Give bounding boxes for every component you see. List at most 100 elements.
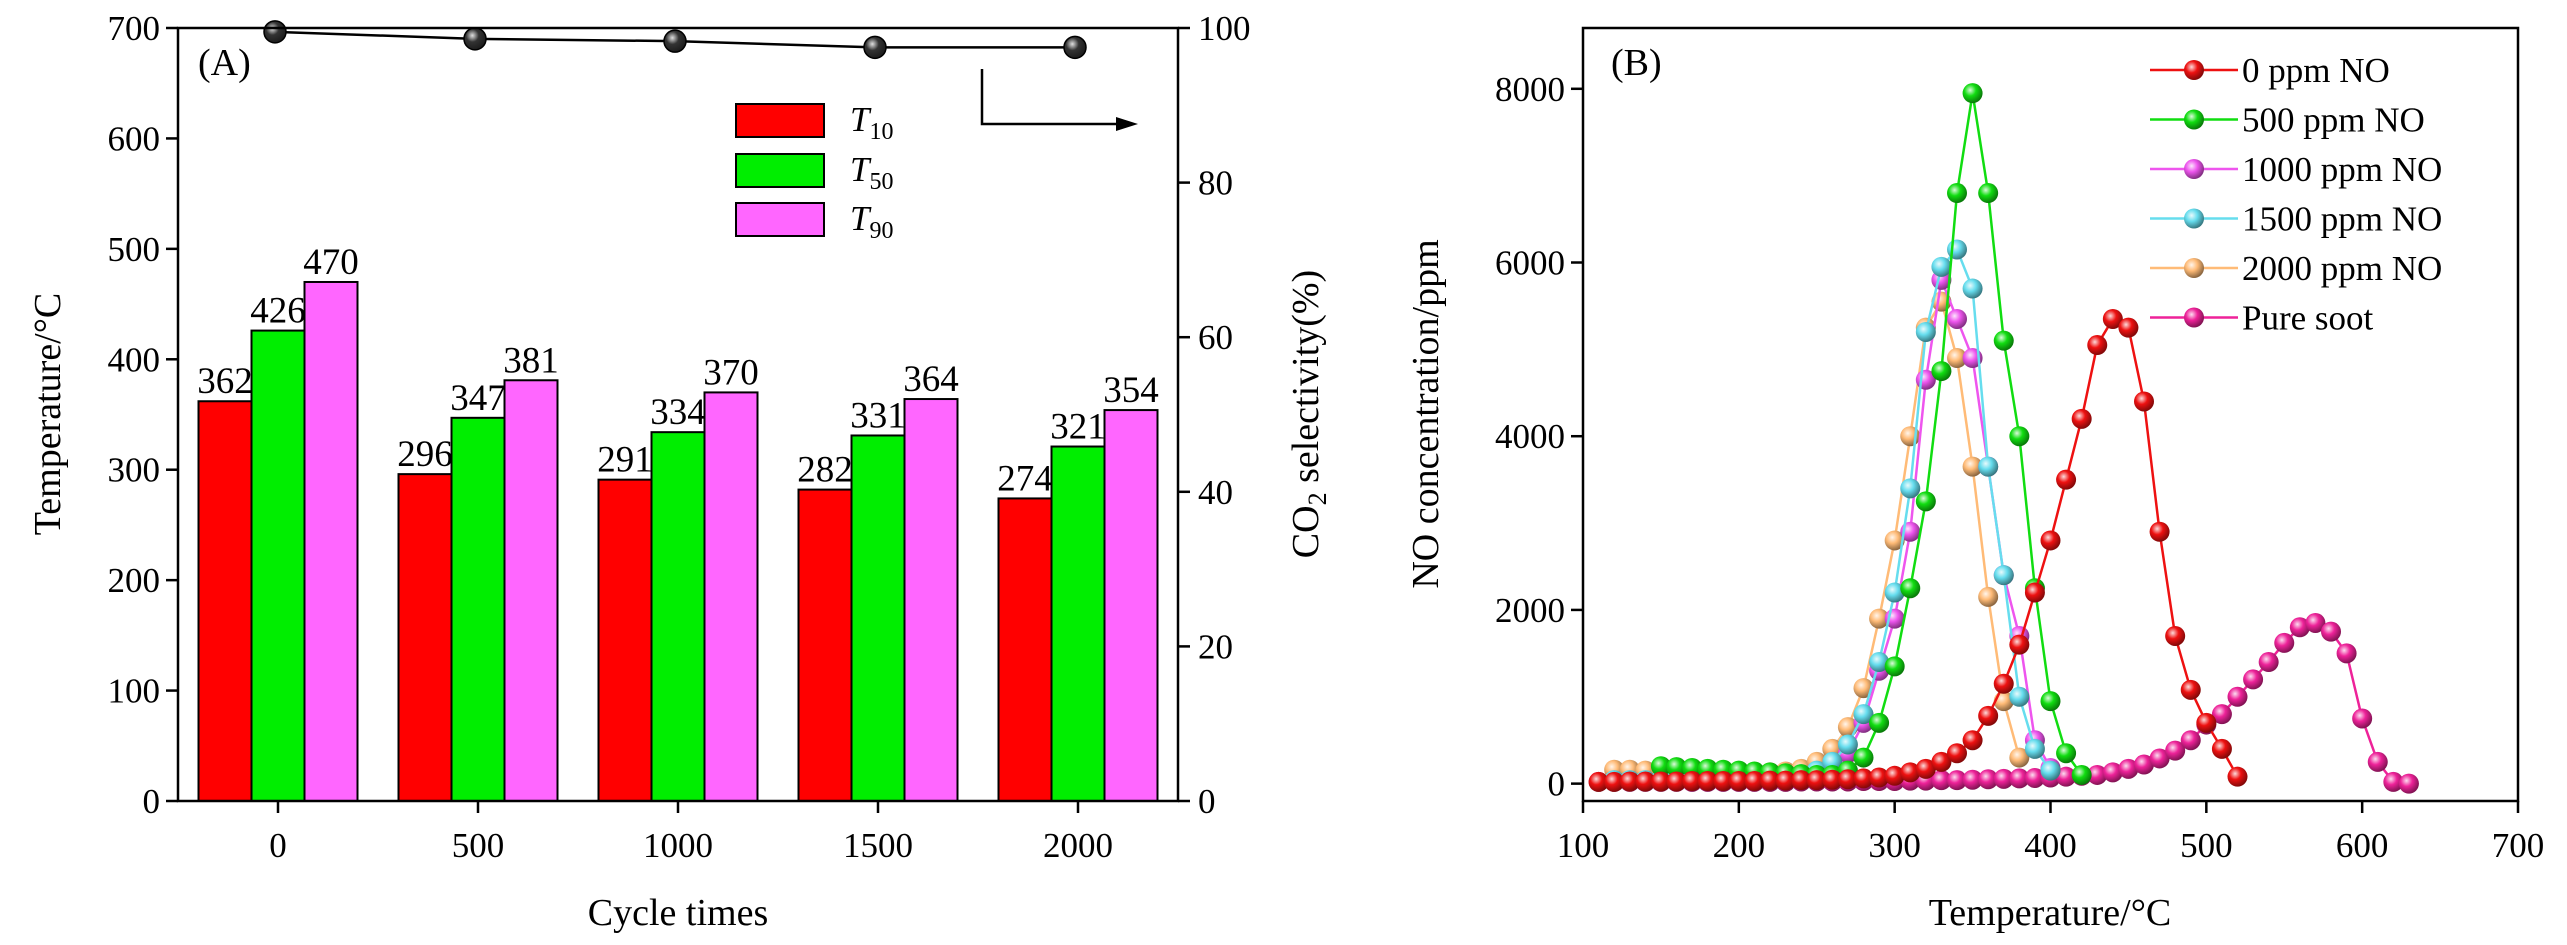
data-point-0-ppm-no bbox=[1962, 730, 1983, 751]
y-tick-label: 300 bbox=[108, 451, 161, 490]
co2-selectivity-point bbox=[863, 35, 887, 60]
legend-marker-1500-ppm-no bbox=[2184, 208, 2204, 229]
data-point-1500-ppm-no bbox=[1837, 734, 1858, 755]
data-point-pure-soot bbox=[2243, 669, 2264, 690]
legend-t10-main: T bbox=[850, 100, 872, 139]
panel-a-legend: T10 T50 T90 bbox=[735, 100, 893, 244]
data-point-0-ppm-no bbox=[1744, 771, 1765, 792]
data-point-0-ppm-no bbox=[1931, 751, 1952, 772]
series-line-2000-ppm-no bbox=[1614, 298, 2021, 775]
data-point-pure-soot bbox=[2367, 751, 2388, 772]
data-point-0-ppm-no bbox=[1713, 771, 1734, 792]
data-point-0-ppm-no bbox=[1635, 771, 1656, 792]
data-point-0-ppm-no bbox=[2134, 391, 2154, 412]
data-point-500-ppm-no bbox=[1993, 330, 2014, 351]
y-tick-label: 200 bbox=[108, 561, 161, 600]
y-tick-label: 600 bbox=[108, 119, 161, 158]
data-point-pure-soot bbox=[2383, 771, 2404, 792]
y-tick-label: 8000 bbox=[1495, 70, 1565, 109]
data-label-t50-1500: 331 bbox=[850, 395, 906, 436]
legend-t50-sub: 50 bbox=[869, 169, 893, 195]
panel-a-y-axis-title: Temperature/°C bbox=[27, 293, 69, 536]
data-point-1500-ppm-no bbox=[1915, 321, 1936, 342]
bar-t10-2000 bbox=[997, 497, 1053, 802]
y-tick-label: 100 bbox=[108, 672, 161, 711]
data-point-0-ppm-no bbox=[1666, 771, 1687, 792]
bar-t90-0 bbox=[303, 280, 359, 802]
data-point-0-ppm-no bbox=[2102, 308, 2123, 329]
data-point-1500-ppm-no bbox=[2009, 686, 2030, 707]
x-tick-label: 100 bbox=[1557, 826, 1610, 865]
legend-t90-main: T bbox=[850, 199, 872, 238]
x-tick-label: 500 bbox=[2180, 826, 2233, 865]
legend-marker-pure-soot bbox=[2184, 307, 2204, 328]
legend-swatch-t90 bbox=[735, 202, 825, 237]
legend-marker-500-ppm-no bbox=[2184, 109, 2204, 130]
x-tick-label: 2000 bbox=[1043, 826, 1113, 865]
series-line-1000-ppm-no bbox=[1614, 275, 2052, 783]
data-point-pure-soot bbox=[1931, 770, 1952, 791]
data-point-0-ppm-no bbox=[1837, 769, 1858, 790]
panel-a-y-ticks: 0 100 200 300 400 500 600 700 bbox=[108, 9, 178, 821]
data-point-pure-soot bbox=[1947, 770, 1967, 791]
data-point-pure-soot bbox=[2118, 758, 2139, 779]
x-tick-label: 400 bbox=[2024, 826, 2077, 865]
data-label-t50-1000: 334 bbox=[650, 392, 706, 433]
y2-tick-label: 60 bbox=[1198, 318, 1233, 357]
legend-label-t50: T50 bbox=[850, 150, 893, 195]
data-point-pure-soot bbox=[2321, 621, 2341, 642]
data-label-t50-0: 426 bbox=[250, 291, 306, 332]
data-point-1500-ppm-no bbox=[1962, 278, 1983, 299]
data-point-pure-soot bbox=[2274, 632, 2295, 653]
data-point-2000-ppm-no bbox=[1962, 456, 1983, 477]
data-point-0-ppm-no bbox=[1682, 771, 1703, 792]
data-point-0-ppm-no bbox=[1604, 771, 1625, 792]
data-label-t90-1500: 364 bbox=[903, 359, 959, 400]
y-tick-label: 6000 bbox=[1495, 244, 1565, 283]
data-point-0-ppm-no bbox=[1978, 705, 1999, 726]
bar-t10-1000 bbox=[597, 478, 653, 802]
data-point-2000-ppm-no bbox=[1947, 348, 1967, 369]
data-point-pure-soot bbox=[2102, 762, 2123, 783]
data-point-500-ppm-no bbox=[1869, 712, 1890, 733]
legend-label-t10: T10 bbox=[850, 100, 893, 145]
data-point-0-ppm-no bbox=[2009, 634, 2030, 655]
data-point-0-ppm-no bbox=[1775, 770, 1796, 791]
panel-a-y2-ticks: 0 20 40 60 80 100 bbox=[1178, 9, 1251, 821]
panel-b-plot bbox=[1588, 83, 2419, 794]
legend-t50-main: T bbox=[850, 150, 872, 189]
bar-t50-0 bbox=[250, 329, 306, 802]
data-point-pure-soot bbox=[2165, 740, 2186, 761]
y-tick-label: 400 bbox=[108, 340, 161, 379]
data-point-pure-soot bbox=[1978, 769, 1999, 790]
data-point-0-ppm-no bbox=[1806, 770, 1827, 791]
y2-tick-label: 80 bbox=[1198, 164, 1233, 203]
data-point-pure-soot bbox=[2227, 686, 2248, 707]
data-label-t10-500: 296 bbox=[397, 434, 453, 475]
data-point-0-ppm-no bbox=[1947, 743, 1967, 764]
data-point-0-ppm-no bbox=[1697, 771, 1718, 792]
legend-label-500-ppm-no: 500 ppm NO bbox=[2242, 101, 2425, 140]
bar-t10-500 bbox=[397, 473, 453, 802]
x-tick-label: 300 bbox=[1868, 826, 1921, 865]
data-point-500-ppm-no bbox=[1650, 756, 1671, 777]
data-point-pure-soot bbox=[2258, 652, 2279, 673]
data-point-1500-ppm-no bbox=[1978, 456, 1999, 477]
data-point-1500-ppm-no bbox=[2024, 738, 2045, 759]
panel-a-arrow bbox=[980, 69, 1128, 126]
data-point-0-ppm-no bbox=[2118, 317, 2139, 338]
co2-selectivity-point bbox=[663, 29, 687, 53]
data-point-500-ppm-no bbox=[1931, 361, 1952, 382]
data-point-500-ppm-no bbox=[1900, 578, 1921, 599]
bar-t90-2000 bbox=[1103, 409, 1159, 802]
legend-label-t90: T90 bbox=[850, 199, 893, 244]
panel-b-x-axis-title: Temperature/°C bbox=[1929, 892, 2172, 934]
data-point-0-ppm-no bbox=[1993, 673, 2014, 694]
data-point-0-ppm-no bbox=[2149, 521, 2170, 542]
legend-t90-sub: 90 bbox=[869, 218, 893, 244]
bar-t10-0 bbox=[197, 400, 253, 802]
data-point-0-ppm-no bbox=[1869, 767, 1890, 788]
